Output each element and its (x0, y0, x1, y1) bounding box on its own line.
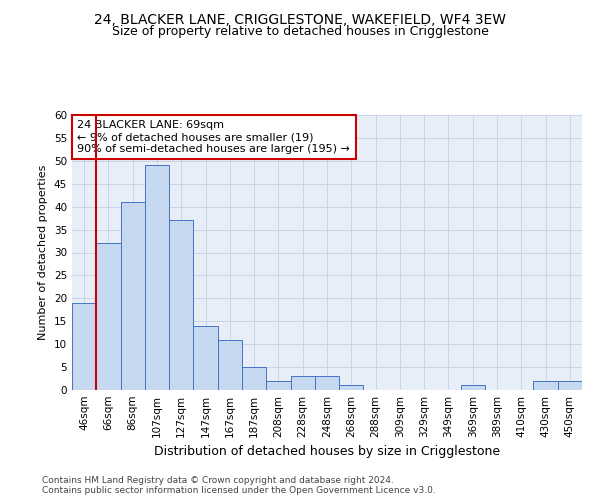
Bar (266, 381, 290, 390)
Bar (242, 367, 266, 390)
Text: Contains HM Land Registry data © Crown copyright and database right 2024.
Contai: Contains HM Land Registry data © Crown c… (42, 476, 436, 495)
Bar (72, 303, 96, 390)
Bar (96, 244, 121, 390)
Text: 24, BLACKER LANE, CRIGGLESTONE, WAKEFIELD, WF4 3EW: 24, BLACKER LANE, CRIGGLESTONE, WAKEFIEL… (94, 12, 506, 26)
Bar (290, 376, 315, 390)
Bar (533, 381, 558, 390)
Bar (169, 220, 193, 390)
Bar (461, 386, 485, 390)
Bar (315, 376, 339, 390)
Bar (193, 326, 218, 390)
Bar (558, 381, 582, 390)
Bar (218, 340, 242, 390)
Bar (121, 202, 145, 390)
Y-axis label: Number of detached properties: Number of detached properties (38, 165, 49, 340)
Bar (339, 386, 364, 390)
Text: 24 BLACKER LANE: 69sqm
← 9% of detached houses are smaller (19)
90% of semi-deta: 24 BLACKER LANE: 69sqm ← 9% of detached … (77, 120, 350, 154)
Bar (145, 166, 169, 390)
Text: Size of property relative to detached houses in Crigglestone: Size of property relative to detached ho… (112, 25, 488, 38)
X-axis label: Distribution of detached houses by size in Crigglestone: Distribution of detached houses by size … (154, 446, 500, 458)
